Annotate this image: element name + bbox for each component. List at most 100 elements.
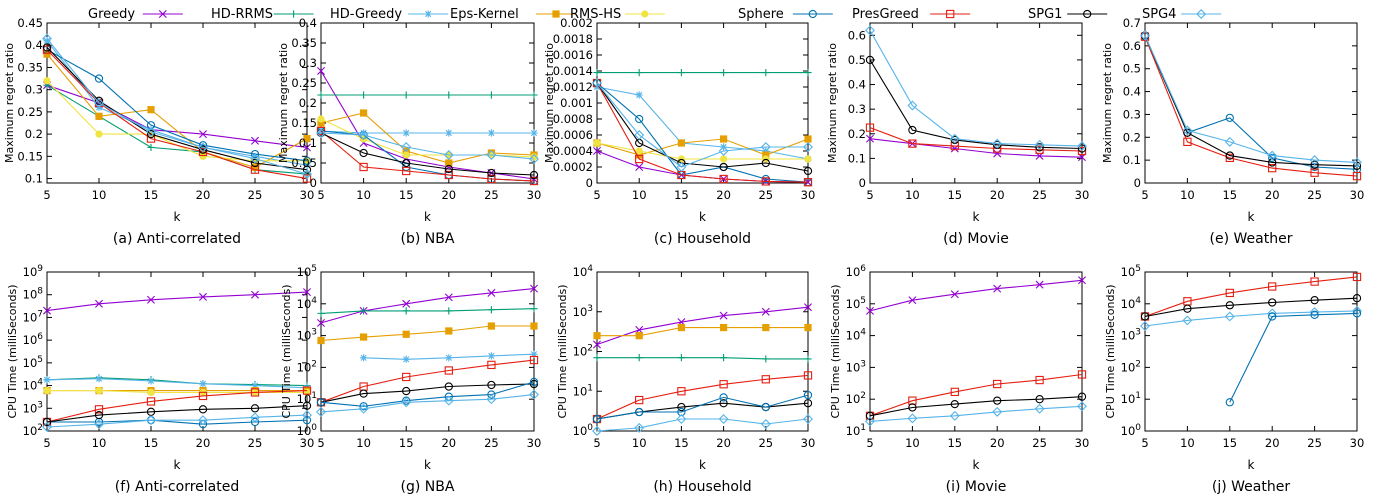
data-point-rms-hs [43,387,51,395]
y-tick-label: 0.5 [1123,62,1141,76]
legend-item-hd-greedy: HD-Greedy [330,7,449,22]
panel-f-anti-correlated: 5 10 15 20 25 30 102 103 104 105 106 107 108 109 CPU T… [6,264,314,495]
data-point-eps-kernel [530,322,538,330]
y-tick-label: 105 [846,296,866,311]
x-tick-label: 25 [248,436,263,450]
series-line-sphere [596,82,809,183]
legend-item-spg4: SPG4 [1142,7,1222,22]
data-point-hd-rrms [720,354,728,362]
data-point-spg1 [487,168,496,178]
data-point-spg1 [402,158,411,168]
series-hd-greedy [360,350,538,363]
data-point-presgreed [761,375,770,384]
x-tick-label: 20 [441,188,456,202]
data-point-spg1 [677,402,686,412]
plot-frame [320,271,535,432]
data-point-hd-rrms [762,69,770,77]
data-point-spg1 [198,405,208,414]
legend-item-rms-hs: RMS-HS [570,7,665,22]
series-spg4 [1140,30,1362,168]
y-tick-label: 0.25 [17,105,43,119]
legend-item-eps-kernel: Eps-Kernel [450,7,576,22]
data-point-greedy [317,67,325,75]
series-line-greedy [869,138,1083,158]
data-point-spg4 [865,416,875,427]
y-tick-label: 0.2 [848,127,866,141]
data-point-spg4 [676,414,687,425]
data-point-sphere [1310,310,1319,319]
data-point-spg1 [94,96,104,105]
legend-marker-spg1 [1083,9,1092,19]
legend-label-rms-hs: RMS-HS [570,7,621,22]
y-axis-label: CPU Time (milliSeconds) [1104,284,1117,418]
data-point-spg4 [486,394,497,405]
series-spg4 [316,128,539,164]
series-line-spg4 [596,418,809,432]
series-spg1 [42,43,312,174]
data-point-hd-greedy [360,129,368,137]
data-point-hd-rrms [445,307,453,315]
data-point-spg1 [950,399,959,409]
series-line-spg4 [1144,310,1358,327]
series-line-presgreed [46,49,308,180]
series-spg4 [42,33,312,180]
x-tick-label: 25 [484,436,499,450]
y-tick-label: 104 [573,264,594,279]
plot-frame [46,271,308,432]
data-point-presgreed [803,178,813,187]
data-point-greedy [199,292,207,301]
x-tick-label: 10 [905,188,920,202]
data-point-presgreed [444,170,453,180]
x-axis-label: k [973,458,980,472]
y-axis-label: CPU Time (milliSeconds) [556,284,569,418]
data-point-spg4 [718,146,729,156]
data-point-sphere [359,402,368,411]
data-point-hd-rrms [593,354,601,362]
series-line-greedy [869,279,1083,312]
data-point-sphere [1225,398,1234,407]
y-tick-label: 100 [297,423,318,438]
data-point-presgreed [198,147,208,157]
y-tick-label: 0.7 [1123,16,1141,30]
data-point-hd-greedy [635,91,643,99]
y-axis-label: CPU Time (milliSeconds) [829,284,842,418]
data-point-spg4 [1352,157,1362,168]
y-axis-label: CPU Time (milliSeconds) [6,284,19,418]
y-tick-label: 0.1 [848,151,866,165]
data-point-eps-kernel [402,330,410,338]
y-axis-label: Maximum regret ratio [277,43,290,163]
data-point-spg4 [676,162,687,172]
data-point-hd-rrms [677,69,685,77]
legend-label-greedy: Greedy [88,7,135,22]
legend-marker-presgreed [946,9,955,19]
plot-frame [596,271,809,432]
data-point-sphere [302,156,312,165]
data-point-presgreed [803,371,813,380]
x-tick-label: 20 [1265,188,1280,202]
series-line-presgreed [869,127,1083,152]
data-point-spg4 [1309,307,1320,318]
data-point-sphere [302,416,312,425]
y-tick-label: 0.4 [1123,85,1141,99]
y-tick-label: 0.3 [848,102,866,116]
data-point-spg4 [803,142,813,152]
data-point-spg1 [865,55,875,65]
data-point-spg1 [402,386,411,396]
data-point-greedy [593,340,601,349]
x-axis-label: k [174,458,181,472]
data-point-spg4 [1352,305,1362,316]
y-tick-label: 0.25 [291,76,317,90]
y-tick-label: 0.1 [25,172,43,186]
data-point-spg1 [1352,294,1362,303]
data-point-greedy [908,296,917,305]
series-line-greedy [320,70,535,180]
data-point-hd-rrms [147,143,155,152]
data-point-spg1 [250,404,260,413]
data-point-spg1 [803,399,813,408]
x-tick-label: 25 [248,188,263,202]
data-point-sphere [677,407,686,417]
y-tick-label: 103 [297,328,317,343]
data-point-spg1 [42,43,52,52]
y-tick-label: 0.15 [291,116,317,130]
data-point-spg4 [865,25,875,36]
